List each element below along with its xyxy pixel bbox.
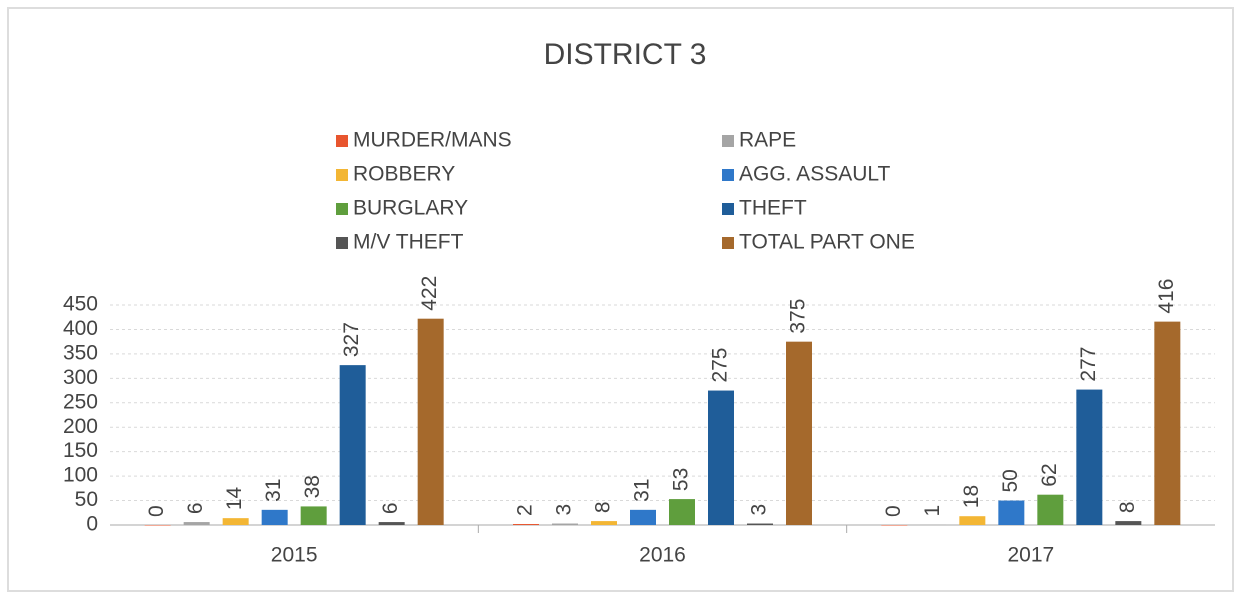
data-label: 31 — [262, 478, 285, 501]
bar — [513, 524, 539, 525]
bar — [786, 341, 812, 525]
data-label: 14 — [223, 486, 246, 510]
bar — [747, 523, 773, 525]
legend-swatch — [722, 169, 734, 181]
bar — [300, 506, 327, 525]
bar — [998, 500, 1025, 525]
bar — [222, 518, 249, 525]
data-label: 50 — [999, 469, 1022, 492]
bar — [1154, 321, 1181, 525]
data-label: 0 — [145, 505, 168, 517]
data-label: 275 — [709, 348, 732, 383]
data-label: 8 — [592, 501, 615, 513]
data-label: 375 — [787, 299, 810, 334]
data-label: 53 — [670, 468, 693, 491]
data-label: 18 — [960, 485, 983, 508]
y-tick-label: 300 — [63, 366, 98, 389]
bar — [417, 318, 444, 525]
data-label: 277 — [1077, 347, 1100, 382]
bar — [1037, 494, 1064, 525]
data-label: 422 — [418, 276, 441, 311]
legend-swatch — [722, 237, 734, 249]
data-label: 62 — [1038, 463, 1061, 486]
y-tick-label: 50 — [75, 488, 98, 511]
data-label: 2 — [514, 504, 537, 516]
data-label: 38 — [301, 475, 324, 498]
legend-label: AGG. ASSAULT — [739, 163, 890, 186]
legend-label: THEFT — [739, 197, 807, 220]
bar — [920, 524, 947, 526]
bar — [630, 509, 656, 525]
data-label: 3 — [748, 504, 771, 516]
y-tick-label: 100 — [63, 464, 98, 487]
bar — [959, 516, 986, 525]
data-label: 3 — [553, 504, 576, 516]
legend-swatch — [336, 169, 348, 181]
legend-label: BURGLARY — [353, 197, 468, 220]
legend-label: M/V THEFT — [353, 231, 464, 254]
x-tick-label: 2016 — [639, 544, 686, 567]
bar — [183, 522, 210, 525]
legend-swatch — [336, 203, 348, 215]
y-tick-label: 400 — [63, 317, 98, 340]
legend-label: RAPE — [739, 129, 796, 152]
legend-label: MURDER/MANS — [353, 129, 512, 152]
data-label: 6 — [184, 502, 207, 514]
data-label: 31 — [631, 478, 654, 501]
legend-label: TOTAL PART ONE — [739, 231, 915, 254]
y-tick-label: 250 — [63, 390, 98, 413]
chart-title: DISTRICT 3 — [544, 38, 707, 71]
data-label: 416 — [1155, 279, 1178, 314]
data-label: 1 — [921, 505, 944, 517]
y-tick-label: 150 — [63, 439, 98, 462]
legend-swatch — [722, 135, 734, 147]
legend-swatch — [336, 135, 348, 147]
bar — [552, 523, 578, 525]
legend-swatch — [722, 203, 734, 215]
bar — [591, 521, 617, 525]
bar — [669, 499, 695, 525]
bar — [339, 365, 366, 525]
data-label: 327 — [340, 322, 363, 357]
y-tick-label: 350 — [63, 341, 98, 364]
bar — [1115, 521, 1142, 525]
legend-swatch — [336, 237, 348, 249]
y-tick-label: 200 — [63, 415, 98, 438]
chart-frame — [7, 7, 1234, 592]
data-label: 6 — [379, 502, 402, 514]
data-label: 8 — [1116, 501, 1139, 513]
y-tick-label: 450 — [63, 293, 98, 316]
data-label: 0 — [882, 505, 905, 517]
y-tick-label: 0 — [86, 513, 98, 536]
bar — [881, 525, 908, 526]
x-tick-label: 2015 — [271, 544, 318, 567]
x-tick-label: 2017 — [1007, 544, 1054, 567]
bar — [708, 390, 734, 525]
bar — [261, 509, 288, 525]
bar — [1076, 389, 1103, 525]
legend-label: ROBBERY — [353, 163, 455, 186]
bar — [378, 522, 405, 525]
bar — [144, 525, 171, 526]
